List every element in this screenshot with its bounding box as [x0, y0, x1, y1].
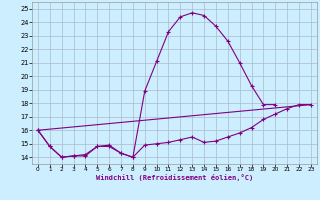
X-axis label: Windchill (Refroidissement éolien,°C): Windchill (Refroidissement éolien,°C) — [96, 174, 253, 181]
